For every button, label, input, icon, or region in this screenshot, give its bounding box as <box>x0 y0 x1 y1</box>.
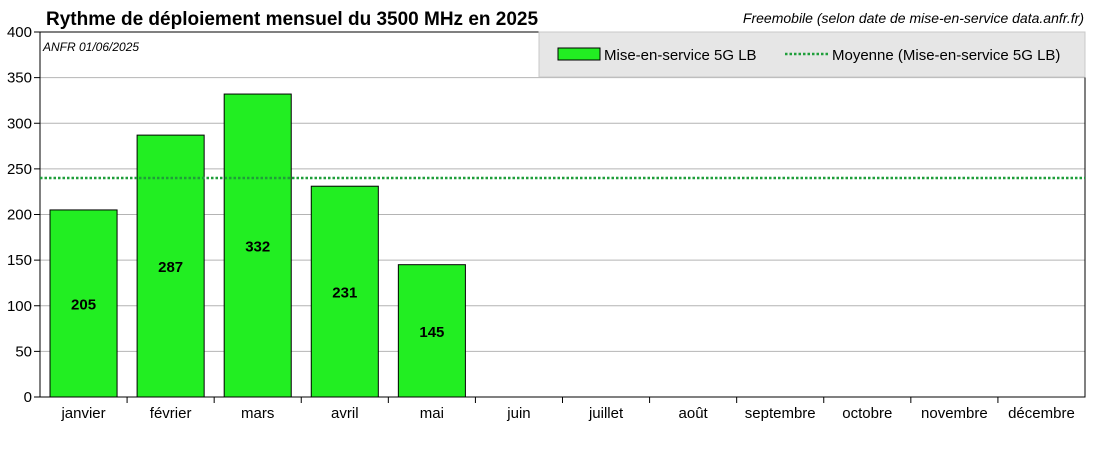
x-tick-label: juillet <box>588 405 624 422</box>
y-tick-label: 400 <box>7 24 32 41</box>
chart-title: Rythme de déploiement mensuel du 3500 MH… <box>46 9 538 30</box>
y-tick-label: 200 <box>7 207 32 224</box>
y-tick-label: 150 <box>7 252 32 269</box>
x-tick-label: mars <box>241 405 274 422</box>
x-tick-label: août <box>679 405 709 422</box>
x-tick-label: novembre <box>921 405 988 422</box>
legend: Mise-en-service 5G LB Moyenne (Mise-en-s… <box>538 31 1086 78</box>
data-label: 145 <box>419 324 444 341</box>
data-label: 231 <box>332 285 357 302</box>
x-tick-label: janvier <box>60 405 105 422</box>
chart-note: ANFR 01/06/2025 <box>42 40 139 54</box>
bar <box>397 264 466 398</box>
legend-average-label: Moyenne (Mise-en-service 5G LB) <box>832 47 1060 64</box>
x-tick-label: septembre <box>745 405 816 422</box>
x-tick-label: mai <box>420 405 444 422</box>
data-labels: 205 287 332 231 145 <box>71 239 444 341</box>
x-tick-label: février <box>150 405 192 422</box>
data-label: 287 <box>158 259 183 276</box>
data-label: 205 <box>71 296 96 313</box>
chart-source: Freemobile (selon date de mise-en-servic… <box>743 10 1084 26</box>
legend-bar-swatch <box>557 47 601 61</box>
x-axis: janvier février mars avril mai juin juillet aoû… <box>60 397 1075 422</box>
x-tick-label: décembre <box>1008 405 1075 422</box>
y-tick-label: 250 <box>7 161 32 178</box>
legend-bar-label: Mise-en-service 5G LB <box>604 47 757 64</box>
y-tick-label: 350 <box>7 70 32 87</box>
y-tick-label: 300 <box>7 115 32 132</box>
bars <box>49 93 466 398</box>
bar <box>223 93 292 398</box>
bar <box>49 209 118 398</box>
bar <box>310 185 379 398</box>
y-tick-label: 0 <box>24 389 32 406</box>
y-tick-label: 50 <box>15 343 32 360</box>
grid <box>40 77 1085 352</box>
x-tick-label: octobre <box>842 405 892 422</box>
x-tick-label: avril <box>331 405 359 422</box>
y-tick-label: 100 <box>7 298 32 315</box>
x-tick-label: juin <box>506 405 530 422</box>
y-axis: 0 50 100 150 200 250 300 350 400 <box>7 24 40 406</box>
data-label: 332 <box>245 239 270 256</box>
